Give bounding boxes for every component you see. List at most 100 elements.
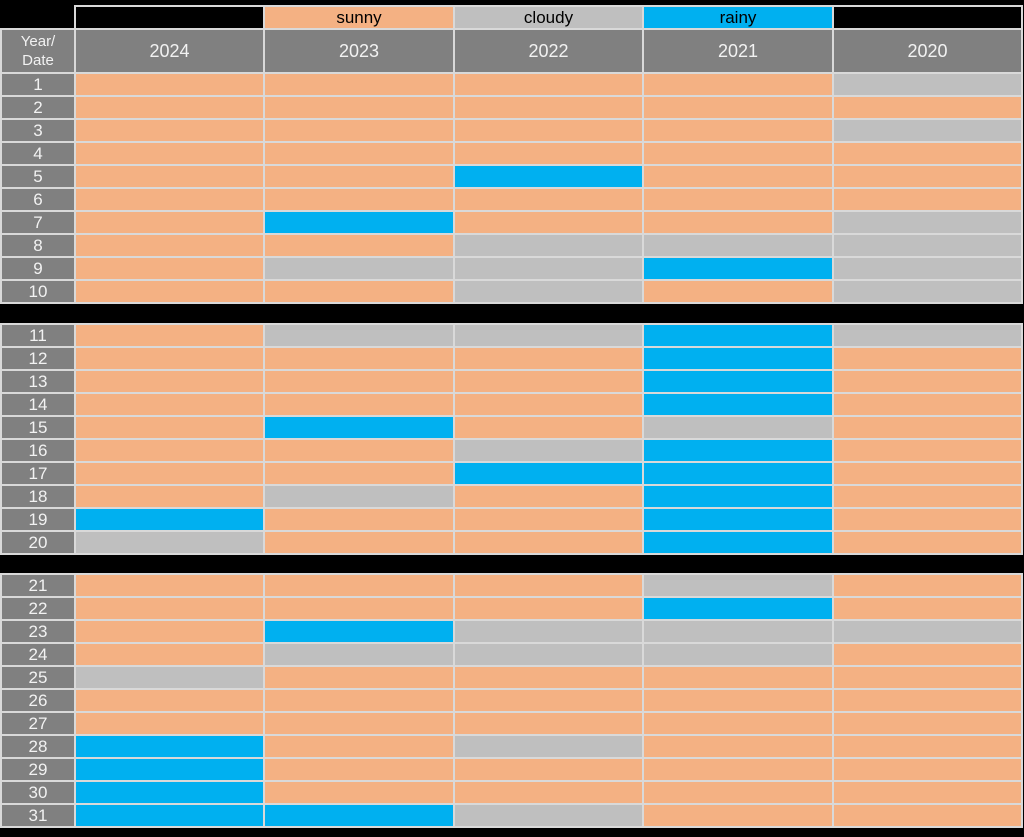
date-label-13: 13 (2, 371, 74, 392)
weather-cell-2021-28 (644, 736, 832, 757)
weather-cell-2021-5 (644, 166, 832, 187)
weather-cell-2021-22 (644, 598, 832, 619)
weather-cell-2021-23 (644, 621, 832, 642)
date-label-10: 10 (2, 281, 74, 302)
date-label-21: 21 (2, 575, 74, 596)
weather-cell-2022-8 (455, 235, 642, 256)
weather-cell-2022-17 (455, 463, 642, 484)
weather-cell-2022-25 (455, 667, 642, 688)
weather-cell-2022-1 (455, 74, 642, 95)
weather-cell-2020-18 (834, 486, 1021, 507)
weather-cell-2024-1 (76, 74, 263, 95)
weather-cell-2024-5 (76, 166, 263, 187)
weather-cell-2020-13 (834, 371, 1021, 392)
weather-cell-2022-7 (455, 212, 642, 233)
weather-cell-2024-11 (76, 325, 263, 346)
weather-cell-2020-27 (834, 713, 1021, 734)
weather-cell-2021-31 (644, 805, 832, 826)
date-label-12: 12 (2, 348, 74, 369)
weather-cell-2023-7 (265, 212, 453, 233)
weather-cell-2023-31 (265, 805, 453, 826)
weather-cell-2020-10 (834, 281, 1021, 302)
date-label-20: 20 (2, 532, 74, 553)
date-label-19: 19 (2, 509, 74, 530)
weather-cell-2024-30 (76, 782, 263, 803)
weather-cell-2022-2 (455, 97, 642, 118)
weather-cell-2024-8 (76, 235, 263, 256)
weather-cell-2024-6 (76, 189, 263, 210)
weather-cell-2021-17 (644, 463, 832, 484)
weather-cell-2022-13 (455, 371, 642, 392)
weather-cell-2022-16 (455, 440, 642, 461)
weather-cell-2022-15 (455, 417, 642, 438)
table-block-bottom: 21 22 23 24 25 26 27 28 29 30 31 (0, 573, 1023, 828)
weather-cell-2022-28 (455, 736, 642, 757)
weather-cell-2021-24 (644, 644, 832, 665)
date-label-8: 8 (2, 235, 74, 256)
weather-cell-2024-2 (76, 97, 263, 118)
weather-cell-2023-23 (265, 621, 453, 642)
weather-cell-2022-29 (455, 759, 642, 780)
weather-cell-2023-9 (265, 258, 453, 279)
weather-cell-2020-6 (834, 189, 1021, 210)
weather-cell-2021-30 (644, 782, 832, 803)
weather-cell-2022-20 (455, 532, 642, 553)
year-header-2024: 2024 (76, 30, 263, 72)
weather-cell-2024-10 (76, 281, 263, 302)
weather-cell-2023-28 (265, 736, 453, 757)
weather-cell-2024-28 (76, 736, 263, 757)
weather-cell-2020-9 (834, 258, 1021, 279)
table-block-top: sunny cloudy rainy Year/ Date 2024 2023 2022 20… (0, 5, 1023, 304)
date-label-14: 14 (2, 394, 74, 415)
date-label-26: 26 (2, 690, 74, 711)
weather-cell-2023-1 (265, 74, 453, 95)
date-label-24: 24 (2, 644, 74, 665)
weather-cell-2024-31 (76, 805, 263, 826)
weather-cell-2020-8 (834, 235, 1021, 256)
weather-cell-2024-26 (76, 690, 263, 711)
date-label-2: 2 (2, 97, 74, 118)
year-header-2020: 2020 (834, 30, 1021, 72)
date-label-28: 28 (2, 736, 74, 757)
weather-cell-2022-24 (455, 644, 642, 665)
weather-cell-2020-12 (834, 348, 1021, 369)
weather-cell-2020-3 (834, 120, 1021, 141)
weather-cell-2024-22 (76, 598, 263, 619)
date-label-27: 27 (2, 713, 74, 734)
weather-cell-2024-27 (76, 713, 263, 734)
weather-cell-2021-12 (644, 348, 832, 369)
weather-cell-2020-20 (834, 532, 1021, 553)
weather-cell-2022-11 (455, 325, 642, 346)
legend-rainy: rainy (644, 7, 832, 28)
date-label-30: 30 (2, 782, 74, 803)
weather-cell-2023-25 (265, 667, 453, 688)
weather-cell-2021-29 (644, 759, 832, 780)
weather-cell-2024-3 (76, 120, 263, 141)
weather-cell-2023-5 (265, 166, 453, 187)
year-header-2023: 2023 (265, 30, 453, 72)
date-label-3: 3 (2, 120, 74, 141)
weather-cell-2024-23 (76, 621, 263, 642)
weather-cell-2020-25 (834, 667, 1021, 688)
date-label-5: 5 (2, 166, 74, 187)
weather-cell-2023-11 (265, 325, 453, 346)
weather-cell-2023-17 (265, 463, 453, 484)
date-label-16: 16 (2, 440, 74, 461)
weather-cell-2023-18 (265, 486, 453, 507)
weather-cell-2022-4 (455, 143, 642, 164)
legend-cloudy: cloudy (455, 7, 642, 28)
weather-cell-2020-30 (834, 782, 1021, 803)
date-label-17: 17 (2, 463, 74, 484)
weather-cell-2022-19 (455, 509, 642, 530)
weather-cell-2023-30 (265, 782, 453, 803)
legend-blank (834, 7, 1021, 28)
weather-cell-2023-8 (265, 235, 453, 256)
weather-cell-2021-7 (644, 212, 832, 233)
weather-cell-2024-18 (76, 486, 263, 507)
weather-cell-2020-16 (834, 440, 1021, 461)
weather-cell-2021-10 (644, 281, 832, 302)
weather-cell-2020-15 (834, 417, 1021, 438)
weather-cell-2022-21 (455, 575, 642, 596)
weather-cell-2023-26 (265, 690, 453, 711)
weather-cell-2020-31 (834, 805, 1021, 826)
